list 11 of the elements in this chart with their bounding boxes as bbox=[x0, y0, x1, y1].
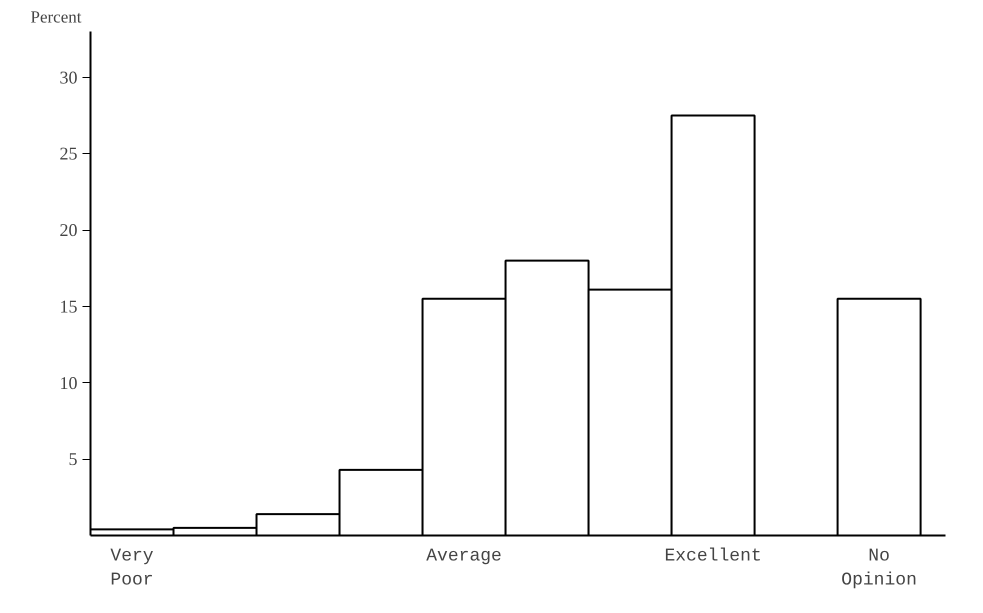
y-tick-label: 20 bbox=[60, 220, 78, 240]
x-tick-label: Excellent bbox=[664, 546, 762, 566]
y-tick-label: 25 bbox=[60, 144, 78, 164]
y-tick-label: 5 bbox=[68, 449, 78, 470]
x-tick-label: Very Poor bbox=[110, 546, 154, 590]
y-axis-title: Percent bbox=[30, 8, 82, 26]
x-tick-label: Average bbox=[426, 546, 502, 566]
x-tick-label: No Opinion bbox=[841, 546, 917, 590]
y-tick-label: 30 bbox=[60, 67, 78, 88]
y-tick-label: 10 bbox=[60, 372, 78, 393]
y-tick-label: 15 bbox=[60, 296, 78, 316]
